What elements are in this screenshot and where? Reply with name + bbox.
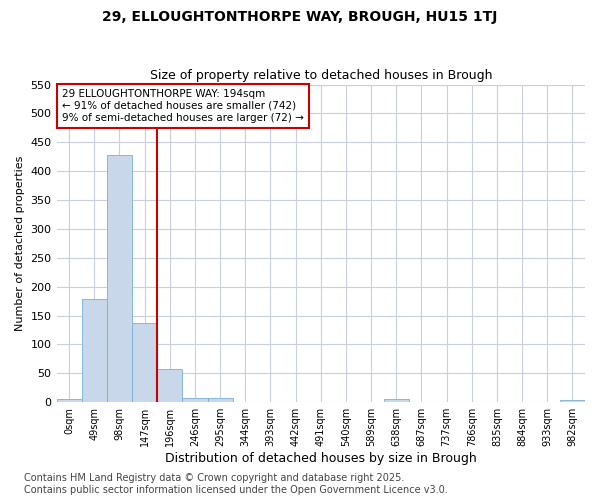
Bar — [56, 400, 82, 402]
Bar — [132, 323, 157, 402]
Bar — [383, 400, 409, 402]
Text: 29, ELLOUGHTONTHORPE WAY, BROUGH, HU15 1TJ: 29, ELLOUGHTONTHORPE WAY, BROUGH, HU15 1… — [103, 10, 497, 24]
Bar — [182, 398, 208, 402]
Bar — [157, 368, 182, 402]
Text: Contains HM Land Registry data © Crown copyright and database right 2025.
Contai: Contains HM Land Registry data © Crown c… — [24, 474, 448, 495]
Bar — [560, 400, 585, 402]
X-axis label: Distribution of detached houses by size in Brough: Distribution of detached houses by size … — [165, 452, 476, 465]
Bar — [208, 398, 233, 402]
Bar — [107, 155, 132, 402]
Y-axis label: Number of detached properties: Number of detached properties — [15, 156, 25, 331]
Bar — [82, 300, 107, 402]
Text: 29 ELLOUGHTONTHORPE WAY: 194sqm
← 91% of detached houses are smaller (742)
9% of: 29 ELLOUGHTONTHORPE WAY: 194sqm ← 91% of… — [62, 90, 304, 122]
Title: Size of property relative to detached houses in Brough: Size of property relative to detached ho… — [149, 69, 492, 82]
